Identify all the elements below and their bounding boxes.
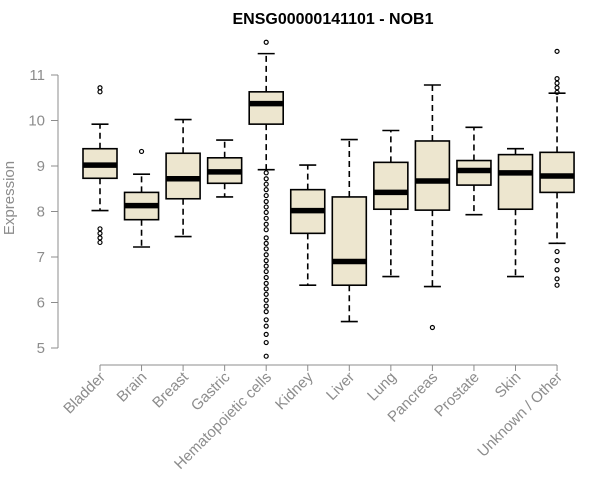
x-tick-label-kidney: Kidney <box>272 368 317 413</box>
outlier-unknown-other-0 <box>554 48 560 54</box>
box-pancreas <box>414 84 451 331</box>
outlier-unknown-other-9 <box>554 282 560 288</box>
outlier-hematopoietic-cells-19 <box>263 274 269 281</box>
box-kidney <box>289 164 326 287</box>
box-liver <box>331 138 368 323</box>
box-gastric <box>206 139 243 198</box>
outlier-hematopoietic-cells-24 <box>263 303 269 309</box>
iqr-box-hematopoietic-cells <box>248 91 284 125</box>
outlier-bladder-3 <box>97 230 103 236</box>
box-bladder <box>82 85 118 246</box>
x-tick-label-breast: Breast <box>149 368 192 411</box>
outlier-hematopoietic-cells-1 <box>263 170 269 176</box>
x-tick-label-brain: Brain <box>114 369 151 406</box>
iqr-box-pancreas <box>414 140 451 211</box>
y-tick-label-9: 9 <box>37 158 45 175</box>
outlier-hematopoietic-cells-12 <box>263 235 269 241</box>
outlier-hematopoietic-cells-2 <box>263 176 269 182</box>
box-brain <box>123 148 160 248</box>
outlier-hematopoietic-cells-29 <box>263 339 269 346</box>
boxes-group <box>82 39 575 359</box>
outlier-unknown-other-3 <box>554 85 560 91</box>
box-unknown-other <box>539 48 575 288</box>
outlier-hematopoietic-cells-3 <box>263 181 269 187</box>
outlier-hematopoietic-cells-22 <box>263 291 269 297</box>
outlier-hematopoietic-cells-7 <box>263 204 269 210</box>
x-tick-label-bladder: Bladder <box>60 369 109 418</box>
outlier-hematopoietic-cells-17 <box>263 263 269 269</box>
y-tick-label-7: 7 <box>37 249 45 266</box>
iqr-box-lung <box>373 161 409 211</box>
x-tick-label-lung: Lung <box>364 369 400 405</box>
iqr-box-skin <box>497 153 534 211</box>
outlier-hematopoietic-cells-13 <box>263 240 269 246</box>
outlier-hematopoietic-cells-27 <box>263 323 269 329</box>
y-axis-label: Expression <box>1 161 18 235</box>
outlier-bladder-5 <box>97 239 103 246</box>
outlier-hematopoietic-cells-23 <box>263 297 269 303</box>
outlier-hematopoietic-cells-14 <box>263 246 269 252</box>
outlier-unknown-other-4 <box>554 89 560 95</box>
outlier-pancreas-0 <box>429 324 435 331</box>
iqr-box-unknown-other <box>539 151 575 194</box>
outlier-hematopoietic-cells-4 <box>263 187 269 193</box>
outlier-unknown-other-1 <box>554 76 560 82</box>
outlier-unknown-other-2 <box>554 80 560 86</box>
outlier-hematopoietic-cells-9 <box>263 215 269 221</box>
y-tick-label-8: 8 <box>37 204 45 221</box>
y-tick-label-11: 11 <box>29 67 45 84</box>
y-tick-label-5: 5 <box>37 340 45 357</box>
box-skin <box>497 147 534 278</box>
y-tick-label-6: 6 <box>37 295 45 312</box>
box-lung <box>373 129 409 278</box>
outlier-unknown-other-5 <box>554 248 560 255</box>
outlier-hematopoietic-cells-5 <box>263 192 269 199</box>
box-breast <box>165 118 201 238</box>
outlier-hematopoietic-cells-30 <box>263 353 269 359</box>
outlier-bladder-1 <box>97 89 103 95</box>
outlier-hematopoietic-cells-8 <box>263 209 269 216</box>
x-tick-label-skin: Skin <box>492 369 525 402</box>
outlier-hematopoietic-cells-6 <box>263 198 269 205</box>
x-tick-label-prostate: Prostate <box>431 369 483 421</box>
outlier-hematopoietic-cells-11 <box>263 227 269 233</box>
x-tick-label-liver: Liver <box>323 369 358 404</box>
chart-title: ENSG00000141101 - NOB1 <box>232 11 433 28</box>
outlier-brain-0 <box>138 148 145 155</box>
outlier-bladder-0 <box>97 85 103 91</box>
outlier-unknown-other-7 <box>554 267 560 273</box>
y-axis: 5 6 7 8 9 10 11 <box>28 67 59 357</box>
y-tick-label-10: 10 <box>28 113 45 130</box>
outlier-hematopoietic-cells-26 <box>263 317 269 323</box>
outlier-bladder-4 <box>97 235 103 241</box>
outlier-hematopoietic-cells-0 <box>263 39 269 45</box>
outlier-unknown-other-6 <box>554 258 560 264</box>
outlier-hematopoietic-cells-25 <box>263 309 269 315</box>
outlier-hematopoietic-cells-28 <box>263 331 269 337</box>
outlier-hematopoietic-cells-21 <box>263 286 269 292</box>
outlier-bladder-2 <box>97 226 103 232</box>
outlier-hematopoietic-cells-10 <box>263 221 269 227</box>
outlier-hematopoietic-cells-15 <box>263 252 269 258</box>
outlier-hematopoietic-cells-20 <box>263 280 269 286</box>
outlier-unknown-other-8 <box>554 276 560 282</box>
box-hematopoietic-cells <box>248 39 284 359</box>
box-prostate <box>456 126 492 216</box>
outlier-hematopoietic-cells-16 <box>263 258 269 264</box>
iqr-box-liver <box>331 196 368 287</box>
outlier-hematopoietic-cells-18 <box>263 268 269 275</box>
